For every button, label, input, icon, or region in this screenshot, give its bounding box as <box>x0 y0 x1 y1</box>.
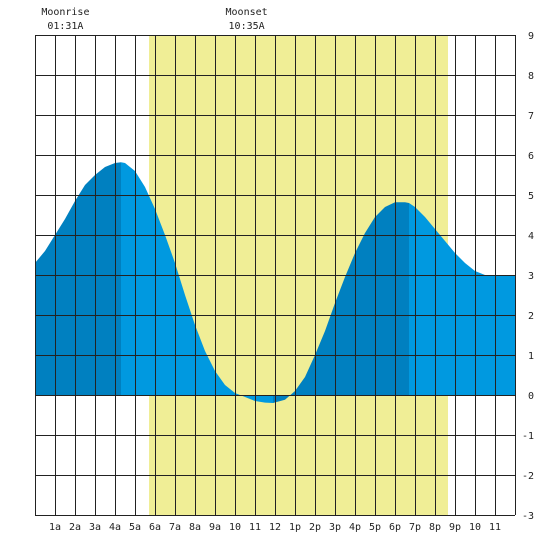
y-tick-label: -1 <box>522 431 534 442</box>
x-tick-label: 2a <box>69 522 81 533</box>
y-tick-label: 2 <box>528 311 534 322</box>
x-tick-label: 11 <box>489 522 501 533</box>
tide-area-segment <box>35 162 121 395</box>
x-tick-label: 4p <box>349 522 361 533</box>
y-tick-label: 8 <box>528 71 534 82</box>
x-tick-label: 7p <box>409 522 421 533</box>
y-tick-label: 3 <box>528 271 534 282</box>
x-tick-label: 11 <box>249 522 261 533</box>
y-tick-label: 9 <box>528 31 534 42</box>
x-tick-label: 4a <box>109 522 121 533</box>
y-tick-label: 1 <box>528 351 534 362</box>
x-tick-label: 8p <box>429 522 441 533</box>
y-tick-label: 6 <box>528 151 534 162</box>
moon-event-time: 10:35A <box>229 21 265 32</box>
y-tick-label: -3 <box>522 511 534 522</box>
moon-event-labels: Moonrise 01:31A Moonset 10:35A <box>41 7 267 32</box>
x-tick-label: 9p <box>449 522 461 533</box>
y-tick-labels: -3 -2 -1 0 1 2 3 4 5 6 7 8 9 <box>522 31 534 522</box>
y-tick-label: 0 <box>528 391 534 402</box>
moon-event-time: 01:31A <box>47 21 83 32</box>
x-tick-label: 5p <box>369 522 381 533</box>
moon-event-label: Moonrise <box>41 7 89 18</box>
x-tick-label: 2p <box>309 522 321 533</box>
x-tick-label: 1a <box>49 522 61 533</box>
x-tick-label: 12 <box>269 522 281 533</box>
y-tick-label: 7 <box>528 111 534 122</box>
tide-area-segment <box>121 162 273 403</box>
x-tick-label: 3a <box>89 522 101 533</box>
y-tick-label: 5 <box>528 191 534 202</box>
x-tick-label: 1p <box>289 522 301 533</box>
y-tick-label: -2 <box>522 471 534 482</box>
x-tick-label: 6a <box>149 522 161 533</box>
x-tick-label: 9a <box>209 522 221 533</box>
grid-layer <box>35 35 516 516</box>
x-tick-label: 8a <box>189 522 201 533</box>
moon-event-label: Moonset <box>226 7 268 18</box>
y-tick-label: 4 <box>528 231 534 242</box>
x-tick-label: 10 <box>229 522 241 533</box>
x-tick-label: 7a <box>169 522 181 533</box>
x-tick-label: 5a <box>129 522 141 533</box>
x-tick-label: 6p <box>389 522 401 533</box>
x-tick-label: 3p <box>329 522 341 533</box>
x-tick-label: 10 <box>469 522 481 533</box>
x-tick-labels: 1a 2a 3a 4a 5a 6a 7a 8a 9a 10 11 12 1p 2p 3p 4p 5p 6p 7p 8p… <box>49 522 501 533</box>
